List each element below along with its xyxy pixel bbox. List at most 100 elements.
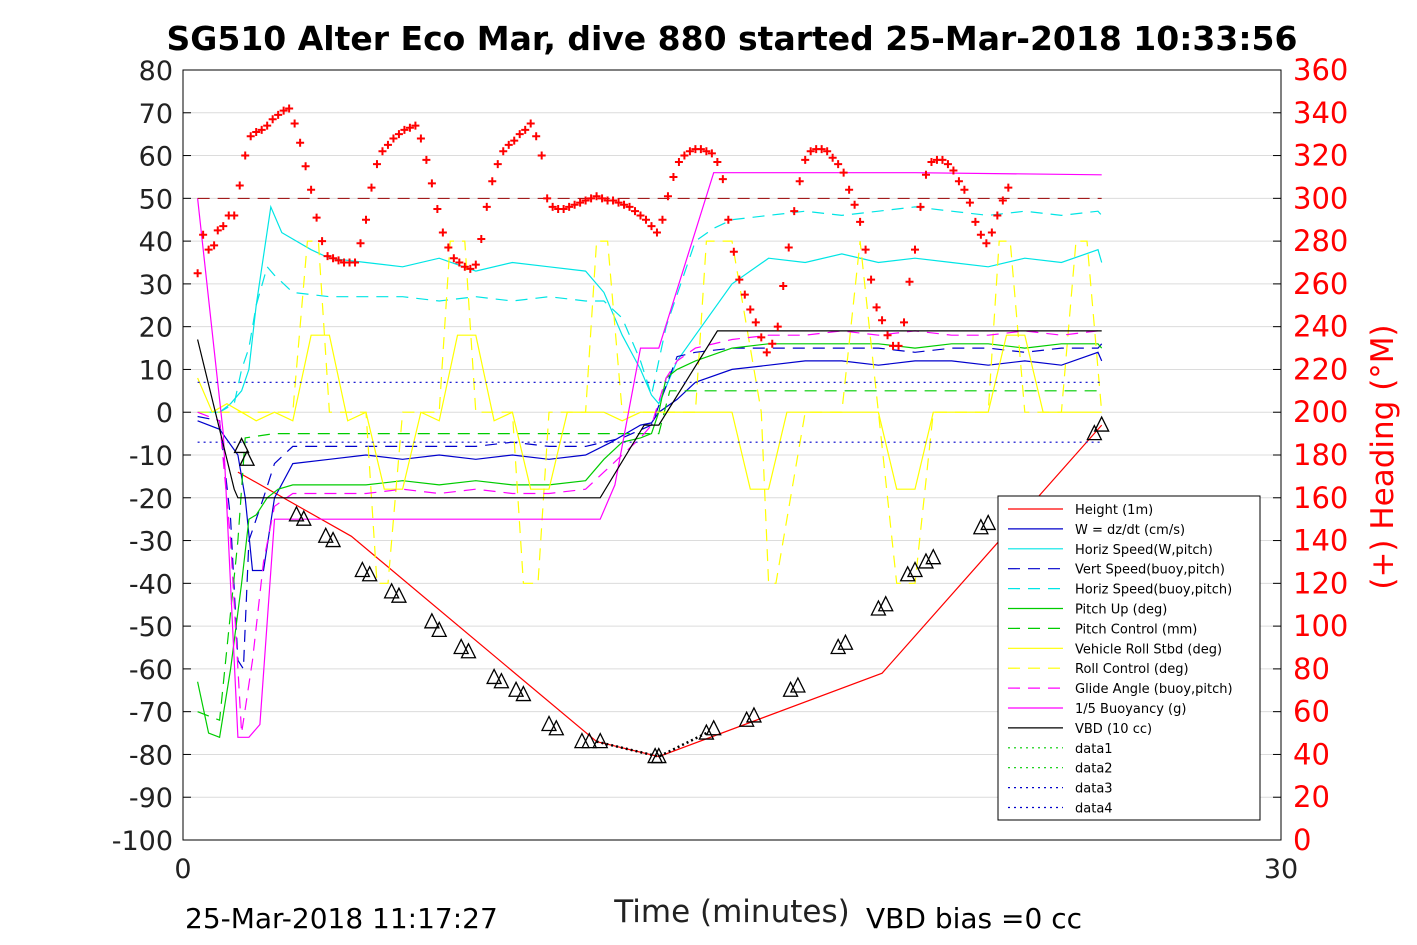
heading-point (351, 258, 360, 267)
legend-label: Glide Angle (buoy,pitch) (1075, 682, 1233, 697)
heading-point (636, 211, 645, 220)
left-tick-label: 10 (139, 355, 173, 386)
heading-point (334, 256, 343, 265)
series-line-4 (197, 206, 1103, 413)
triangle-marker (698, 723, 715, 740)
heading-point (740, 290, 749, 299)
heading-point (757, 333, 766, 342)
series-line-3 (197, 343, 1103, 671)
triangle-marker (870, 599, 887, 616)
heading-point (680, 151, 689, 160)
heading-point (570, 200, 579, 209)
heading-point (307, 185, 316, 194)
right-tick-label: 160 (1293, 481, 1348, 515)
heading-point (976, 230, 985, 239)
heading-point (532, 132, 541, 141)
triangle-marker (390, 586, 407, 603)
triangle-marker (1093, 415, 1110, 432)
heading-point (372, 160, 381, 169)
heading-point (647, 222, 656, 231)
series-line-11 (197, 330, 1102, 499)
heading-point (378, 147, 387, 156)
right-tick-label: 200 (1293, 395, 1348, 429)
triangle-marker (493, 672, 510, 689)
heading-point (801, 155, 810, 164)
legend-label: Roll Control (deg) (1075, 662, 1189, 677)
left-tick-label: -10 (129, 441, 173, 472)
heading-point (987, 228, 996, 237)
heading-point (199, 230, 208, 239)
right-tick-label: 80 (1293, 652, 1330, 686)
heading-point (460, 262, 469, 271)
heading-point (367, 183, 376, 192)
triangle-marker (383, 582, 400, 599)
heading-point (954, 177, 963, 186)
triangle-marker (238, 449, 256, 466)
heading-point (900, 318, 909, 327)
heading-point (323, 252, 332, 261)
right-tick-label: 20 (1293, 780, 1330, 814)
series-line-8 (197, 240, 1103, 584)
triangle-marker (917, 552, 935, 569)
left-tick-label: -50 (129, 612, 173, 643)
heading-point (927, 157, 936, 166)
heading-point (751, 318, 760, 327)
heading-point (515, 130, 524, 139)
triangle-marker (877, 595, 894, 612)
heading-point (488, 177, 497, 186)
series-line-1 (197, 351, 1103, 572)
footer-vbd-bias: VBD bias =0 cc (866, 902, 1082, 935)
legend-label: Horiz Speed(buoy,pitch) (1075, 583, 1232, 598)
heading-point (204, 245, 213, 254)
series-line-5 (197, 343, 1103, 739)
heading-point (685, 147, 694, 156)
triangle-marker (423, 612, 440, 629)
triangle-marker (899, 565, 916, 582)
heading-point (943, 160, 952, 169)
triangle-marker (1086, 424, 1103, 441)
left-tick-label: -40 (129, 569, 173, 600)
triangle-marker (972, 518, 989, 535)
heading-point (510, 136, 519, 145)
heading-point (795, 177, 804, 186)
triangle-marker (745, 706, 763, 723)
triangle-marker (738, 710, 755, 727)
heading-point (318, 237, 327, 246)
heading-point (845, 185, 854, 194)
triangle-marker (830, 638, 847, 655)
heading-point (587, 194, 596, 203)
heading-point (482, 202, 491, 211)
legend-box (997, 495, 1261, 821)
triangle-marker (325, 531, 342, 548)
right-tick-label: 60 (1293, 695, 1330, 729)
triangle-marker (288, 505, 305, 522)
heading-point (965, 198, 974, 207)
left-tick-label: -100 (112, 826, 173, 857)
left-tick-label: -80 (129, 740, 173, 771)
triangle-marker (925, 548, 942, 565)
heading-point (274, 110, 283, 119)
legend-label: Pitch Control (mm) (1075, 622, 1197, 637)
triangle-marker (980, 513, 997, 531)
triangle-marker (431, 620, 448, 638)
right-tick-label: 120 (1293, 566, 1348, 600)
heading-point (993, 211, 1002, 220)
heading-point (834, 160, 843, 169)
heading-point (422, 155, 431, 164)
heading-point (960, 185, 969, 194)
heading-point (537, 151, 546, 160)
heading-point (707, 149, 716, 158)
heading-point (285, 104, 294, 113)
heading-point (499, 147, 508, 156)
left-tick-label: 40 (139, 227, 173, 258)
triangle-marker (233, 436, 250, 454)
left-tick-label: -60 (129, 655, 173, 686)
heading-point (911, 245, 919, 254)
heading-point (872, 303, 881, 312)
series-line-6 (197, 390, 1102, 722)
heading-point (444, 243, 453, 252)
left-tick-label: 20 (139, 313, 173, 344)
heading-point (894, 341, 903, 350)
legend-label: Vert Speed(buoy,pitch) (1075, 563, 1225, 578)
legend-label: Vehicle Roll Stbd (deg) (1075, 642, 1222, 657)
